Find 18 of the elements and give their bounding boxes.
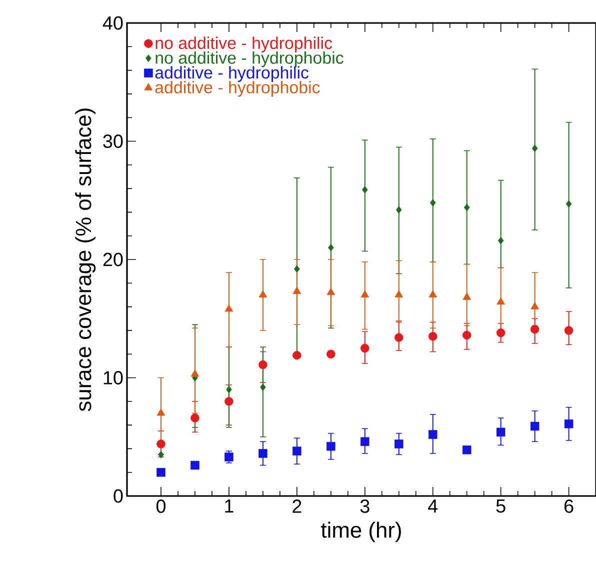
x-tick-label: 3 xyxy=(360,500,370,513)
legend-label: no additive - hydrophilic xyxy=(156,36,332,52)
legend-label: additive - hydrophobic xyxy=(155,80,320,97)
x-tick-label: 0 xyxy=(156,500,166,513)
x-axis-title: time (hr) xyxy=(321,522,401,542)
x-tick-label: 6 xyxy=(564,500,574,513)
legend-label: additive - hydrophilic xyxy=(155,66,309,82)
y-tick-label: 10 xyxy=(104,371,123,384)
y-axis-title: surace coverage (% of surface) xyxy=(75,108,96,412)
x-tick-label: 1 xyxy=(225,500,234,513)
y-tick-label: 30 xyxy=(103,134,123,148)
y-tick-label: 0 xyxy=(114,489,123,503)
x-tick-label: 4 xyxy=(428,500,438,513)
x-tick-label: 2 xyxy=(292,500,302,513)
y-tick-label: 20 xyxy=(103,252,123,266)
y-tick-label: 40 xyxy=(102,16,123,30)
x-tick-label: 5 xyxy=(496,500,506,513)
legend-label: no additive - hydrophobic xyxy=(156,51,344,68)
